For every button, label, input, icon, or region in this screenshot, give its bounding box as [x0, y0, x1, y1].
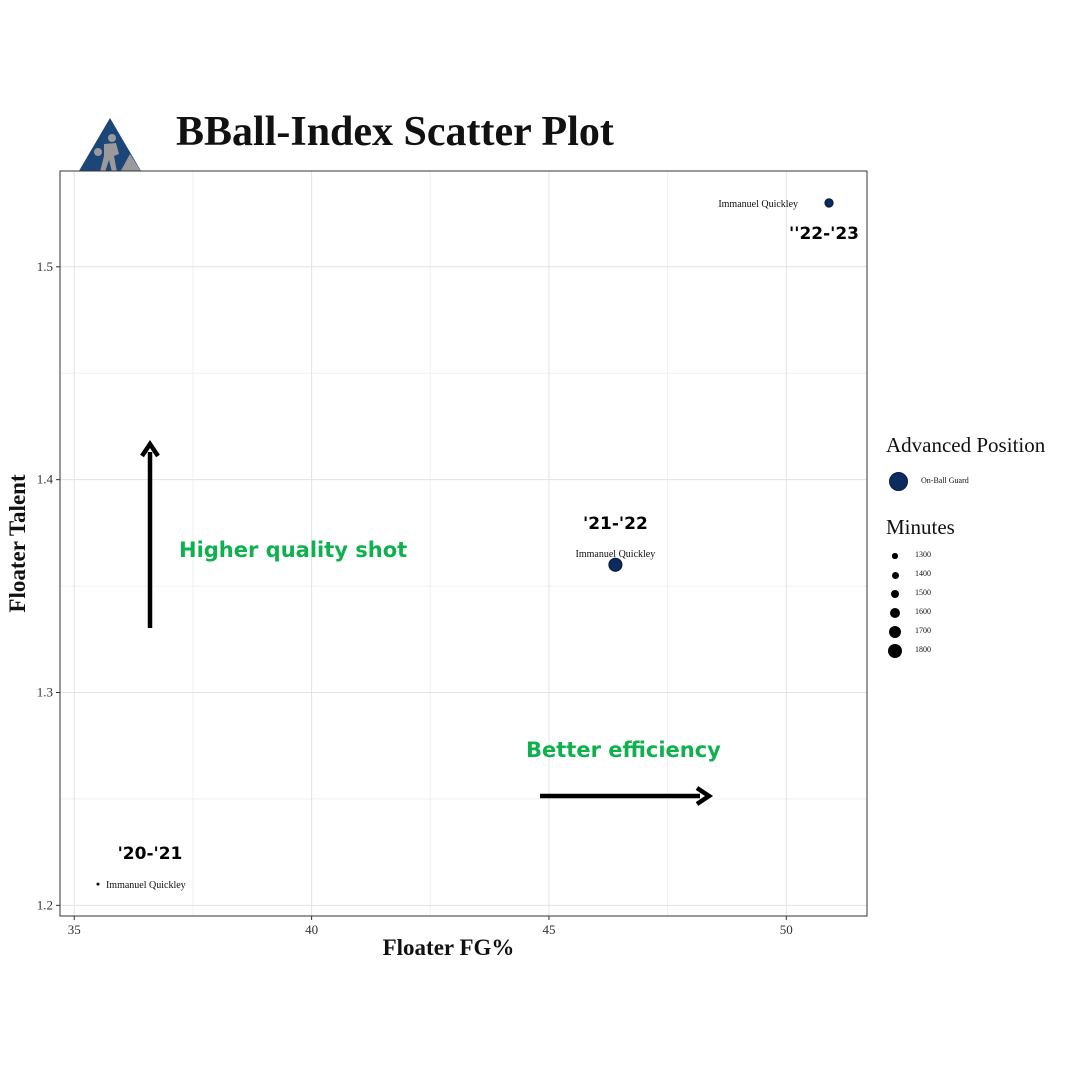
- x-tick-label: 40: [305, 922, 318, 937]
- plot-border: [59, 170, 868, 917]
- legend-minutes-label: 1800: [915, 645, 931, 654]
- y-tick-label: 1.5: [37, 259, 53, 274]
- legend-position-marker: [889, 472, 908, 491]
- legend-minutes-items: 1300 1400 1500 1600 1700 1800: [886, 548, 1076, 662]
- y-axis-label: Floater Talent: [5, 474, 30, 613]
- legend-minutes-item: 1800: [886, 643, 1076, 662]
- y-tick-label: 1.2: [37, 897, 53, 912]
- legend-size-marker: [887, 643, 903, 659]
- point-label: Immanuel Quickley: [718, 199, 798, 210]
- legend-minutes-item: 1600: [886, 605, 1076, 624]
- legend-position-title: Advanced Position: [886, 433, 1046, 457]
- chart-title: BBall-Index Scatter Plot: [176, 109, 614, 155]
- data-point: [824, 198, 834, 208]
- point-label: Immanuel Quickley: [106, 880, 186, 891]
- legend-size-marker: [889, 607, 901, 619]
- legend-minutes-item: 1700: [886, 624, 1076, 643]
- y-tick-label: 1.3: [37, 685, 53, 700]
- legend-minutes-item: 1400: [886, 567, 1076, 586]
- legend-size-marker: [888, 625, 902, 639]
- data-point: [608, 557, 623, 572]
- annotation-higher-quality: Higher quality shot: [179, 538, 407, 562]
- x-tick-label: 50: [780, 922, 793, 937]
- plot-panel: [60, 171, 867, 916]
- chart-legend: Advanced Position On-Ball Guard Minutes …: [886, 433, 1076, 662]
- vertical-arrow-head: [140, 439, 160, 458]
- x-tick-label: 35: [68, 922, 81, 937]
- point-label: Immanuel Quickley: [576, 549, 656, 560]
- legend-minutes-label: 1700: [915, 626, 931, 635]
- season-label: '20-'21: [118, 844, 183, 864]
- season-label: ''22-'23: [789, 224, 859, 244]
- legend-minutes-label: 1300: [915, 550, 931, 559]
- legend-minutes-label: 1500: [915, 588, 931, 597]
- x-tick-label: 45: [542, 922, 555, 937]
- horizontal-arrow-head: [695, 786, 714, 806]
- legend-minutes-item: 1500: [886, 586, 1076, 605]
- x-axis-label: Floater FG%: [383, 935, 515, 960]
- legend-size-marker: [890, 589, 900, 599]
- legend-minutes-label: 1400: [915, 569, 931, 578]
- legend-position-item: On-Ball Guard: [886, 469, 1076, 495]
- legend-size-marker: [892, 553, 898, 559]
- data-point: [96, 882, 100, 886]
- legend-position-label: On-Ball Guard: [921, 476, 969, 485]
- legend-minutes-title: Minutes: [886, 515, 955, 539]
- legend-size-marker: [891, 571, 899, 579]
- season-label: '21-'22: [583, 514, 648, 534]
- y-tick-label: 1.4: [37, 472, 54, 487]
- legend-minutes-item: 1300: [886, 548, 1076, 567]
- legend-minutes-label: 1600: [915, 607, 931, 616]
- annotation-better-efficiency: Better efficiency: [526, 738, 721, 762]
